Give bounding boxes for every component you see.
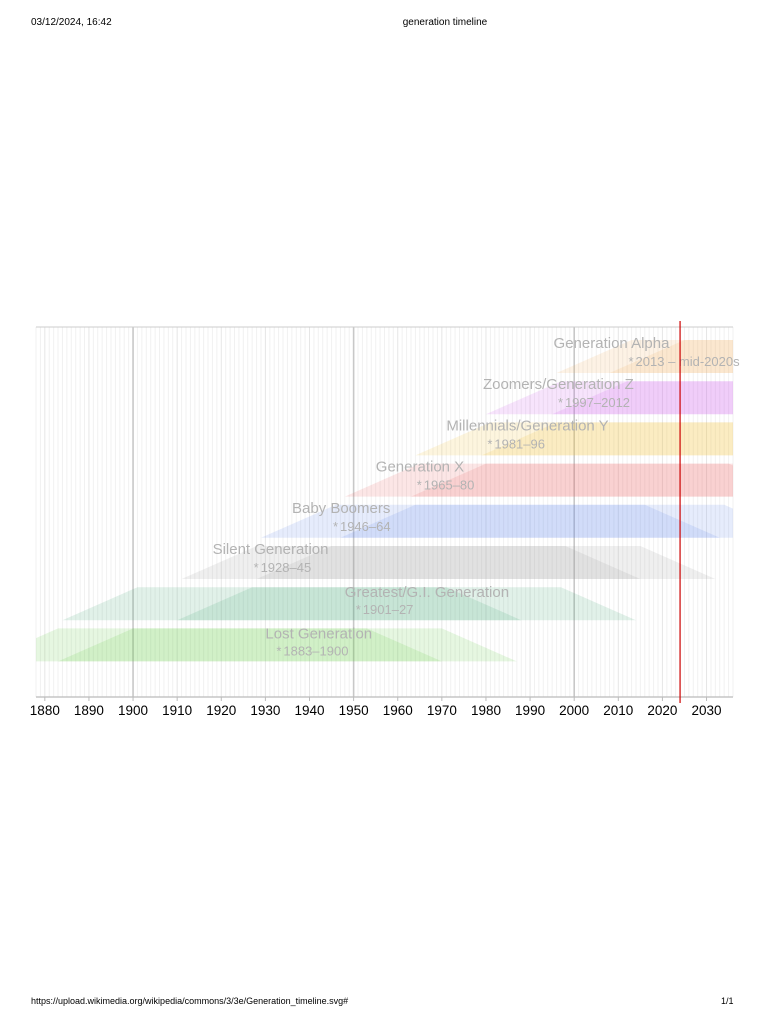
x-tick-label: 1940 bbox=[294, 703, 324, 718]
generation-years-label: 1946–64 bbox=[340, 519, 391, 534]
generation-band bbox=[556, 340, 733, 373]
generation-name-label: Silent Generation bbox=[213, 541, 329, 558]
generation-band bbox=[415, 422, 733, 456]
generation-lifespan-tier bbox=[58, 628, 517, 662]
x-tick-label: 2030 bbox=[692, 703, 722, 718]
generation-years-label: 1997–2012 bbox=[565, 395, 630, 410]
generation-lifespan-tier bbox=[485, 381, 733, 415]
generation-lifespan-tier bbox=[410, 463, 733, 497]
print-datetime: 03/12/2024, 16:42 bbox=[31, 17, 112, 28]
generation-lifespan-tier bbox=[344, 463, 733, 497]
birth-marker-icon: * bbox=[356, 602, 361, 617]
x-tick-label: 1880 bbox=[30, 703, 60, 718]
generation-years-label: 1901–27 bbox=[363, 602, 414, 617]
generation-lifespan-tier bbox=[62, 587, 522, 621]
x-tick-label: 1910 bbox=[162, 703, 192, 718]
x-tick-label: 1900 bbox=[118, 703, 148, 718]
generation-years-label: 1883–1900 bbox=[283, 643, 348, 658]
generation-lifespan-tier bbox=[609, 340, 733, 373]
generation-years-label: 2013 – mid-2020s bbox=[636, 354, 741, 369]
birth-marker-icon: * bbox=[558, 395, 563, 410]
generation-lifespan-tier bbox=[181, 546, 641, 579]
generation-lifespan-tier bbox=[36, 628, 442, 662]
x-tick-label: 2010 bbox=[603, 703, 633, 718]
print-page-number: 1/1 bbox=[721, 996, 734, 1006]
generation-lifespan-tier bbox=[256, 546, 716, 579]
generation-name-label: Millennials/Generation Y bbox=[446, 417, 608, 434]
x-tick-label: 1930 bbox=[250, 703, 280, 718]
generation-years-label: 1965–80 bbox=[424, 478, 475, 493]
x-tick-label: 2000 bbox=[559, 703, 589, 718]
generation-name-label: Baby Boomers bbox=[292, 500, 390, 517]
generation-band bbox=[485, 381, 733, 415]
bands-layer bbox=[36, 340, 733, 662]
birth-marker-icon: * bbox=[333, 519, 338, 534]
x-tick-label: 1950 bbox=[339, 703, 369, 718]
generation-band bbox=[36, 628, 517, 662]
generation-lifespan-tier bbox=[415, 422, 733, 456]
generation-lifespan-tier bbox=[340, 504, 733, 538]
generation-name-label: Zoomers/Generation Z bbox=[483, 376, 634, 393]
generation-years-label: 1981–96 bbox=[494, 436, 545, 451]
generation-name-label: Generation Alpha bbox=[554, 335, 671, 352]
grid-layer bbox=[35, 326, 734, 697]
birth-marker-icon: * bbox=[417, 478, 422, 493]
generation-band bbox=[260, 504, 733, 538]
generation-lifespan-tier bbox=[556, 340, 733, 373]
generation-name-label: Generation X bbox=[376, 459, 464, 476]
birth-marker-icon: * bbox=[254, 560, 259, 575]
x-tick-label: 1980 bbox=[471, 703, 501, 718]
generation-years-label: 1928–45 bbox=[261, 560, 312, 575]
generation-band bbox=[344, 463, 733, 497]
generation-band bbox=[181, 546, 716, 579]
birth-marker-icon: * bbox=[629, 354, 634, 369]
x-tick-label: 1890 bbox=[74, 703, 104, 718]
generation-name-label: Lost Generation bbox=[265, 625, 372, 642]
print-title: generation timeline bbox=[402, 17, 488, 28]
generation-band bbox=[62, 587, 636, 621]
x-tick-label: 2020 bbox=[647, 703, 677, 718]
birth-marker-icon: * bbox=[487, 436, 492, 451]
axis-layer: 1880 1890 1900 1910 1920 1930 1940 1950 1960 1970… bbox=[30, 321, 733, 718]
generation-lifespan-tier bbox=[260, 504, 720, 538]
generation-lifespan-tier bbox=[481, 422, 733, 456]
print-url: https://upload.wikimedia.org/wikipedia/c… bbox=[31, 996, 349, 1006]
generation-name-label: Greatest/G.I. Generation bbox=[345, 584, 509, 601]
birth-marker-icon: * bbox=[276, 643, 281, 658]
x-tick-label: 1970 bbox=[427, 703, 457, 718]
generation-lifespan-tier bbox=[552, 381, 733, 415]
x-tick-label: 1960 bbox=[383, 703, 413, 718]
x-tick-label: 1920 bbox=[206, 703, 236, 718]
generation-lifespan-tier bbox=[177, 587, 636, 621]
x-tick-label: 1990 bbox=[515, 703, 545, 718]
